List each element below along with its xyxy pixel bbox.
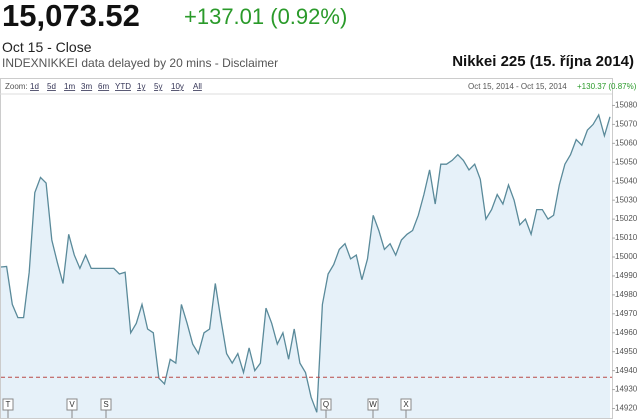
zoom-option[interactable]: 10y — [171, 82, 184, 91]
y-tick-label: 14970 — [615, 309, 638, 318]
price-change: +137.01 (0.92%) — [184, 4, 348, 29]
source-note: INDEXNIKKEI data delayed by 20 mins - Di… — [2, 56, 279, 70]
y-tick-label: 15060 — [615, 138, 638, 147]
zoom-option[interactable]: 1m — [64, 82, 75, 91]
y-tick-label: 15030 — [615, 195, 638, 204]
y-tick-label: 14930 — [615, 385, 638, 394]
flag-label[interactable]: T — [6, 400, 11, 409]
line — [0, 113, 611, 413]
y-tick-label: 14950 — [615, 347, 638, 356]
zoom-option[interactable]: 1y — [137, 82, 145, 91]
caption: Nikkei 225 (15. října 2014) — [452, 53, 634, 70]
flag-label[interactable]: X — [403, 400, 409, 409]
flag-label[interactable]: Q — [323, 400, 329, 409]
y-tick-label: 15050 — [615, 157, 638, 166]
zoom-label: Zoom: — [5, 82, 28, 91]
zoom-option[interactable]: 1d — [30, 82, 39, 91]
chart: Zoom: Oct 15, 2014 - Oct 15, 2014 +130.3… — [0, 78, 638, 419]
y-tick-label: 15070 — [615, 120, 638, 129]
zoom-option[interactable]: YTD — [115, 82, 131, 91]
y-tick-label: 15010 — [615, 233, 638, 242]
flag-label[interactable]: S — [103, 400, 108, 409]
price: 15,073.52 — [2, 0, 140, 33]
y-tick-label: 15020 — [615, 214, 638, 223]
y-tick-label: 14940 — [615, 366, 638, 375]
zoom-option[interactable]: 5d — [47, 82, 56, 91]
range-change: +130.37 (0.87%) — [577, 82, 637, 91]
flag-label[interactable]: V — [69, 400, 75, 409]
y-tick-label: 15080 — [615, 101, 638, 110]
zoom-option[interactable]: 3m — [81, 82, 92, 91]
zoom-option[interactable]: 6m — [98, 82, 109, 91]
y-tick-label: 15000 — [615, 252, 638, 261]
range: Oct 15, 2014 - Oct 15, 2014 — [468, 82, 567, 91]
y-tick-label: 14990 — [615, 271, 638, 280]
session: Oct 15 - Close — [2, 39, 92, 55]
zoom-option[interactable]: All — [193, 82, 202, 91]
y-tick-label: 15040 — [615, 176, 638, 185]
y-tick-label: 14960 — [615, 328, 638, 337]
area — [1, 114, 610, 419]
y-tick-label: 14980 — [615, 290, 638, 299]
flag-label[interactable]: W — [369, 400, 377, 409]
zoom-option[interactable]: 5y — [154, 82, 162, 91]
y-tick-label: 14920 — [615, 404, 638, 413]
